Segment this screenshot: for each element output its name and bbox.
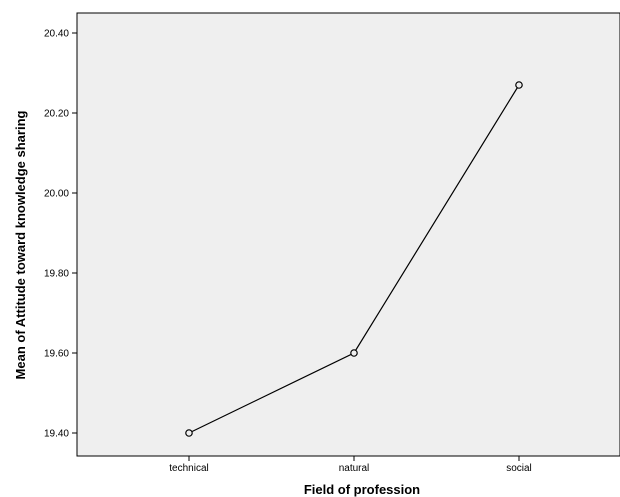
data-point bbox=[350, 349, 358, 357]
plot-area bbox=[76, 12, 620, 457]
y-tick-label: 19.60 bbox=[44, 349, 69, 360]
data-point bbox=[515, 81, 523, 89]
y-tick-label: 20.00 bbox=[44, 189, 69, 200]
y-tick-label: 20.20 bbox=[44, 109, 69, 120]
x-axis-ticks: technical natural social bbox=[169, 456, 532, 474]
y-tick-label: 20.40 bbox=[44, 29, 69, 40]
y-axis-ticks: 19.40 19.60 19.80 20.00 20.20 20.40 bbox=[44, 29, 77, 440]
x-tick-label: natural bbox=[339, 463, 370, 474]
x-tick-label: technical bbox=[169, 463, 208, 474]
data-point bbox=[185, 429, 193, 437]
x-tick-label: social bbox=[506, 463, 532, 474]
x-axis-title: Field of profession bbox=[304, 482, 420, 497]
y-tick-label: 19.40 bbox=[44, 429, 69, 440]
series-line bbox=[185, 81, 523, 437]
y-axis-title: Mean of Attitude toward knowledge sharin… bbox=[13, 110, 28, 379]
y-tick-label: 19.80 bbox=[44, 269, 69, 280]
